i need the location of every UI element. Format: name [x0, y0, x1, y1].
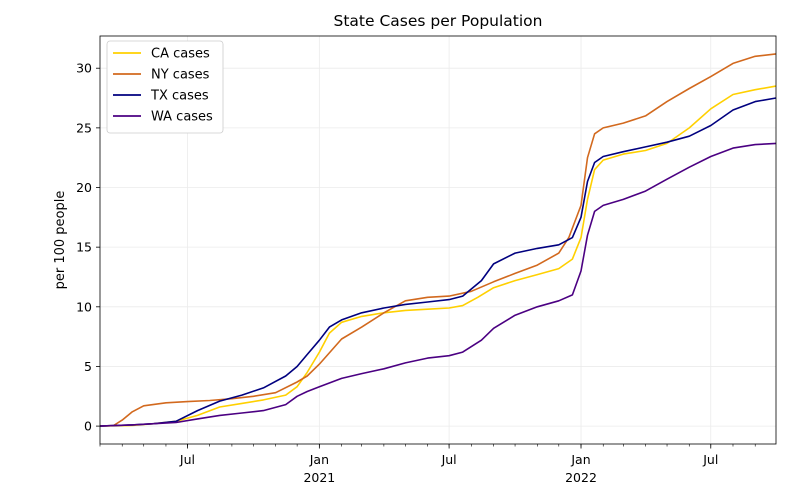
series-line-ca	[99, 85, 777, 427]
plot-frame	[99, 35, 777, 445]
legend-label: NY cases	[151, 68, 210, 83]
y-axis-label: per 100 people	[53, 191, 68, 290]
series-line-ny	[99, 53, 777, 427]
y-tick-label: 25	[76, 120, 92, 135]
legend-label: CA cases	[151, 47, 210, 62]
x-tick-year-label: 2022	[565, 470, 597, 485]
x-tick-label: Jul	[441, 452, 457, 467]
y-tick-label: 30	[76, 61, 92, 76]
series-line-tx	[99, 97, 777, 427]
plot-border	[99, 35, 777, 445]
legend-label: TX cases	[150, 89, 209, 104]
x-tick-year-label: 2021	[303, 470, 335, 485]
series-line-wa	[99, 142, 777, 427]
series-lines	[99, 53, 777, 427]
x-tick-label: Jan	[570, 452, 590, 467]
x-tick-label: Jul	[179, 452, 195, 467]
legend-box	[106, 40, 224, 134]
x-tick-label: Jan	[309, 452, 329, 467]
y-tick-label: 0	[84, 419, 92, 434]
y-tick-label: 5	[84, 359, 92, 374]
y-tick-label: 20	[76, 180, 92, 195]
x-tick-label: Jul	[702, 452, 718, 467]
y-axis: 0 5 10 15 20 25 30	[76, 61, 100, 434]
legend: CA cases NY cases TX cases WA cases	[106, 40, 224, 134]
y-tick-label: 10	[76, 299, 92, 314]
x-axis: Jul Jan 2021 Jul Jan 2022 Jul	[99, 444, 756, 485]
legend-label: WA cases	[151, 110, 213, 125]
chart-title: State Cases per Population	[333, 12, 542, 30]
y-tick-label: 15	[76, 240, 92, 255]
